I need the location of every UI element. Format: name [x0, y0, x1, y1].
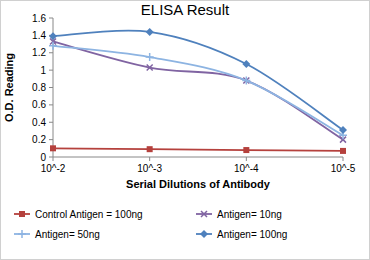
legend-marker	[200, 230, 208, 238]
x-tick	[149, 157, 150, 161]
plot-area	[49, 28, 347, 154]
x-tick-label: 10^-3	[137, 163, 162, 174]
point	[147, 65, 153, 71]
legend: Control Antigen = 100ng Antigen= 10ng Anti…	[14, 209, 287, 240]
y-tick-label: 1	[40, 65, 46, 76]
legend-marker	[201, 211, 207, 217]
legend-label: Antigen= 10ng	[217, 209, 282, 220]
series-line	[53, 148, 343, 151]
series-line	[53, 41, 343, 139]
point	[49, 32, 57, 40]
y-tick	[49, 122, 53, 123]
y-tick-label: 0.2	[32, 134, 46, 145]
legend-label: Control Antigen = 100ng	[35, 209, 143, 220]
point	[49, 42, 57, 50]
y-tick-label: 0.8	[32, 82, 46, 93]
legend-label: Antigen= 50ng	[35, 229, 100, 240]
legend-marker	[19, 211, 25, 217]
y-tick	[49, 104, 53, 105]
title: ELISA Result	[141, 1, 230, 18]
x-tick	[53, 157, 54, 161]
chart-border	[1, 1, 370, 260]
x-tick-label: 10^-2	[41, 163, 66, 174]
series-line	[53, 30, 343, 130]
x-axis	[53, 157, 343, 158]
x-tick	[246, 157, 247, 161]
y-tick	[49, 52, 53, 53]
point	[242, 77, 250, 85]
y-tick	[49, 87, 53, 88]
y-tick-label: 1.4	[32, 30, 46, 41]
x-tick-label: 10^-4	[234, 163, 259, 174]
point	[340, 148, 346, 154]
point	[242, 60, 250, 68]
y-axis-title: O.D. Reading	[3, 53, 15, 122]
y-tick	[49, 70, 53, 71]
y-tick-label: 0.6	[32, 99, 46, 110]
series-line	[53, 46, 343, 135]
x-axis-title: Serial Dilutions of Antibody	[126, 178, 271, 190]
x-tick	[343, 157, 344, 161]
y-tick-label: 0	[40, 152, 46, 163]
y-tick-label: 0.4	[32, 117, 46, 128]
point	[50, 145, 56, 151]
legend-marker	[18, 230, 26, 238]
point	[146, 53, 154, 61]
y-tick-label: 1.2	[32, 47, 46, 58]
point	[147, 146, 153, 152]
y-tick	[49, 157, 53, 158]
x-tick-label: 10^-5	[331, 163, 356, 174]
y-tick	[49, 139, 53, 140]
y-tick	[49, 18, 53, 19]
y-tick-label: 1.6	[32, 13, 46, 24]
legend-label: Antigen= 100ng	[217, 229, 287, 240]
point	[243, 78, 249, 84]
point	[243, 147, 249, 153]
point	[146, 28, 154, 36]
point	[339, 126, 347, 134]
